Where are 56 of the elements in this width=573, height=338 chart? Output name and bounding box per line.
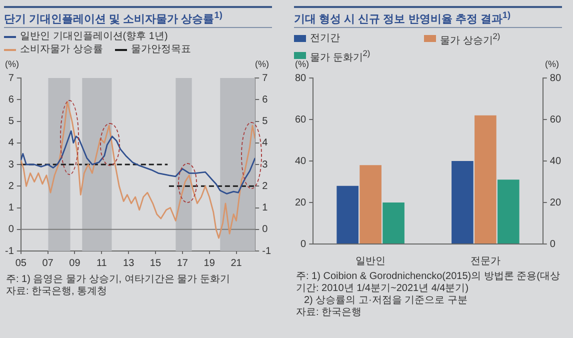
- x-tick-label: 11: [96, 258, 108, 269]
- x-tick-label: 07: [42, 258, 54, 269]
- legend-label: 물가 둔화기$^{2)}$: [310, 47, 370, 65]
- y2-tick-label: 0: [550, 238, 556, 250]
- legend-label: 전기간: [310, 32, 340, 46]
- y-axis-title: (%): [5, 58, 19, 69]
- y-tick-label: 5: [8, 116, 14, 127]
- y-tick-label: 40: [295, 156, 307, 167]
- y2-tick-label: 60: [550, 114, 562, 126]
- y2-tick-label: 80: [550, 72, 562, 84]
- y2-tick-label: 3: [262, 159, 268, 170]
- x-tick-label: 전문가: [470, 256, 500, 267]
- x-tick-label: 05: [15, 258, 27, 269]
- y2-tick-label: 4: [262, 138, 268, 149]
- y-tick-label: 1: [8, 202, 14, 214]
- legend-label: 소비자물가 상승률: [20, 43, 103, 56]
- y2-tick-label: 1: [262, 202, 268, 214]
- text: 자료: 한국은행: [296, 307, 363, 319]
- y-tick-label: 60: [295, 114, 307, 126]
- text: 주: 1) Coibion & Gorodnichencko(2015)의 방법론 준용(대상기간: 2010년 1/4분기~2021년 4/4분기): [296, 271, 561, 295]
- y2-axis-title: (%): [545, 58, 559, 69]
- x-tick-label: 15: [150, 258, 162, 269]
- x-tick-label: 13: [123, 258, 135, 269]
- y-tick-label: 80: [295, 72, 307, 84]
- y2-tick-label: 20: [550, 197, 562, 208]
- y-tick-label: -1: [4, 246, 14, 257]
- chart-title: 단기 기대인플레이션 및 소비자물가 상승률$^{1)}$: [4, 10, 222, 27]
- x-tick-label: 일반인: [356, 256, 386, 267]
- y2-tick-label: 7: [262, 72, 268, 84]
- y2-tick-label: 2: [262, 180, 268, 192]
- y-tick-label: 3: [8, 159, 14, 170]
- y-tick-label: 2: [8, 180, 14, 192]
- y2-tick-label: -1: [262, 246, 272, 257]
- y2-tick-label: 40: [550, 156, 562, 167]
- legend-label: 일반인 기대인플레이션(향후 1년): [20, 30, 168, 43]
- x-tick-label: 21: [230, 258, 242, 269]
- y2-tick-label: 5: [262, 116, 268, 127]
- y-tick-label: 4: [8, 138, 14, 149]
- x-tick-label: 19: [204, 258, 216, 269]
- chart-title: 기대 형성 시 신규 정보 반영비율 추정 결과$^{1)}$: [294, 10, 511, 27]
- y-tick-label: 0: [8, 224, 14, 236]
- text: 주: 1) 음영은 물가 상승기, 여타기간은 물가 둔화기: [6, 274, 231, 286]
- y-tick-label: 7: [8, 72, 14, 84]
- y-tick-label: 20: [295, 197, 307, 208]
- text: 2) 상승률의 고·저점을 기준으로 구분: [303, 295, 468, 307]
- y-tick-label: 0: [300, 238, 307, 250]
- y2-tick-label: 6: [262, 94, 268, 106]
- x-tick-label: 09: [69, 258, 81, 269]
- text: 자료: 한국은행, 통계청: [6, 286, 108, 298]
- legend-label: 물가안정목표: [130, 43, 191, 56]
- y2-axis-title: (%): [255, 58, 269, 69]
- y2-tick-label: 0: [262, 224, 268, 236]
- x-tick-label: 17: [176, 258, 188, 269]
- y-axis-title: (%): [295, 58, 309, 69]
- y-tick-label: 6: [8, 94, 14, 106]
- legend-label: 물가 상승기$^{2)}$: [440, 30, 500, 48]
